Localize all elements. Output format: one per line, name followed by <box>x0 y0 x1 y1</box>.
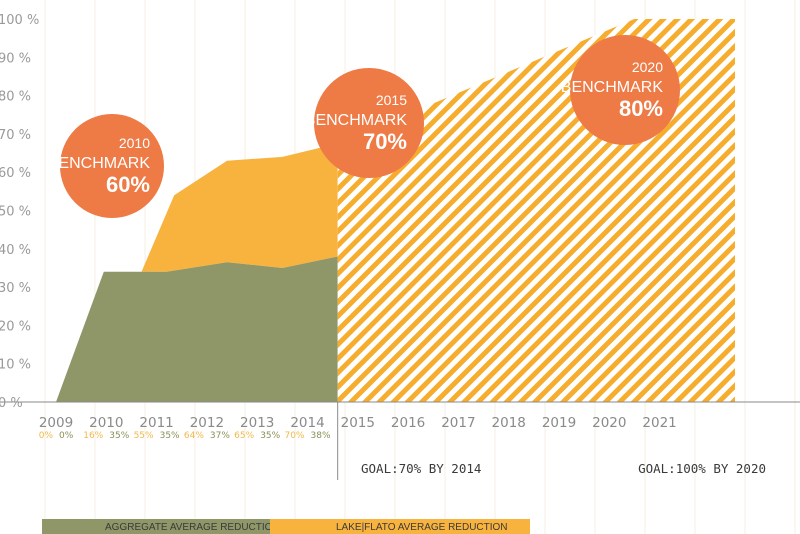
x-tick-label: 2014 <box>290 415 324 431</box>
pct-lake-flato: 0% <box>39 431 54 441</box>
legend-label-aggregate: AGGREGATE AVERAGE REDUCTION <box>105 522 280 533</box>
area-lake-flato <box>141 143 338 272</box>
area-aggregate <box>56 256 338 402</box>
benchmark-circle <box>570 35 680 145</box>
legend-swatch-aggregate <box>42 519 285 534</box>
y-tick-label: 10 % <box>0 358 31 373</box>
pct-aggregate: 35% <box>260 431 280 441</box>
benchmark-year: 2010 <box>119 135 150 151</box>
axes <box>0 401 800 480</box>
benchmark-value: 70% <box>363 129 407 154</box>
x-tick-label: 2015 <box>341 415 375 431</box>
x-tick-label: 2018 <box>492 415 526 431</box>
legend-swatch-lake-flato <box>270 519 530 534</box>
y-tick-label: 0 % <box>0 396 23 411</box>
goal-2020: GOAL:100% BY 2020 <box>638 461 766 476</box>
x-tick-label: 2017 <box>441 415 475 431</box>
benchmark-circle <box>314 68 424 178</box>
pct-aggregate: 35% <box>109 431 129 441</box>
legend: AGGREGATE AVERAGE REDUCTION LAKE|FLATO AV… <box>42 519 530 534</box>
pct-aggregate: 35% <box>160 431 180 441</box>
benchmark-circle <box>60 114 164 218</box>
benchmark-label: BENCHMARK <box>305 112 408 129</box>
x-tick-label: 2009 <box>39 415 73 431</box>
x-tick-label: 2016 <box>391 415 425 431</box>
x-tick-label: 2021 <box>642 415 676 431</box>
pct-lake-flato: 70% <box>284 431 304 441</box>
benchmark-value: 60% <box>106 172 150 197</box>
pct-lake-flato: 16% <box>83 431 103 441</box>
x-tick-label: 2020 <box>592 415 626 431</box>
x-tick-label: 2010 <box>89 415 123 431</box>
y-tick-label: 80 % <box>0 90 31 105</box>
benchmark-value: 80% <box>619 96 663 121</box>
goal-labels: GOAL:70% BY 2014 GOAL:100% BY 2020 <box>361 461 766 476</box>
pct-lake-flato: 64% <box>184 431 204 441</box>
x-tick-label: 2012 <box>190 415 224 431</box>
year-percent-labels: 0% 0% 16% 35% 55% 35% 64% 37% 65% 35% 70% 38% <box>39 431 331 441</box>
y-tick-label: 40 % <box>0 243 31 258</box>
legend-label-lake-flato: LAKE|FLATO AVERAGE REDUCTION <box>336 522 508 533</box>
benchmark-label: BENCHMARK <box>48 155 151 172</box>
y-tick-labels: 0 % 10 % 20 % 30 % 40 % 50 % 60 % 70 % 80 % 90 % 1… <box>0 13 39 411</box>
x-tick-label: 2011 <box>139 415 173 431</box>
benchmark-year: 2015 <box>376 92 407 108</box>
y-tick-label: 90 % <box>0 51 31 66</box>
x-tick-label: 2013 <box>240 415 274 431</box>
pct-aggregate: 0% <box>59 431 74 441</box>
y-tick-label: 60 % <box>0 166 31 181</box>
x-tick-labels: 2009 2010 2011 2012 2013 2014 2015 2016 2017 2018… <box>39 415 677 431</box>
pct-lake-flato: 65% <box>234 431 254 441</box>
y-tick-label: 20 % <box>0 319 31 334</box>
benchmark-year: 2020 <box>632 59 663 75</box>
pct-aggregate: 38% <box>311 431 331 441</box>
goal-2014: GOAL:70% BY 2014 <box>361 461 481 476</box>
benchmark-bubbles: 2010BENCHMARK60%2015BENCHMARK70%2020BENC… <box>48 35 680 218</box>
benchmark-label: BENCHMARK <box>561 79 664 96</box>
pct-aggregate: 37% <box>210 431 230 441</box>
x-tick-label: 2019 <box>542 415 576 431</box>
y-tick-label: 70 % <box>0 128 31 143</box>
y-tick-label: 30 % <box>0 281 31 296</box>
pct-lake-flato: 55% <box>134 431 154 441</box>
y-tick-label: 50 % <box>0 205 31 220</box>
y-tick-label: 100 % <box>0 13 39 28</box>
